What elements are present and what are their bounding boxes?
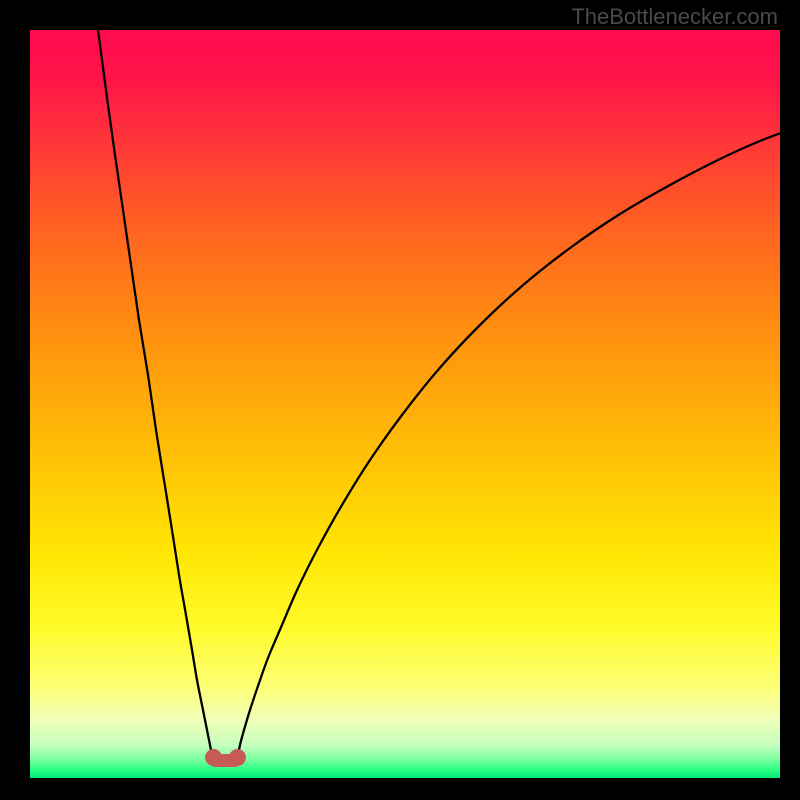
watermark: TheBottlenecker.com [571, 4, 778, 30]
plot-gradient-area [30, 30, 780, 778]
marker-right [229, 749, 246, 766]
marker-left [205, 749, 222, 766]
